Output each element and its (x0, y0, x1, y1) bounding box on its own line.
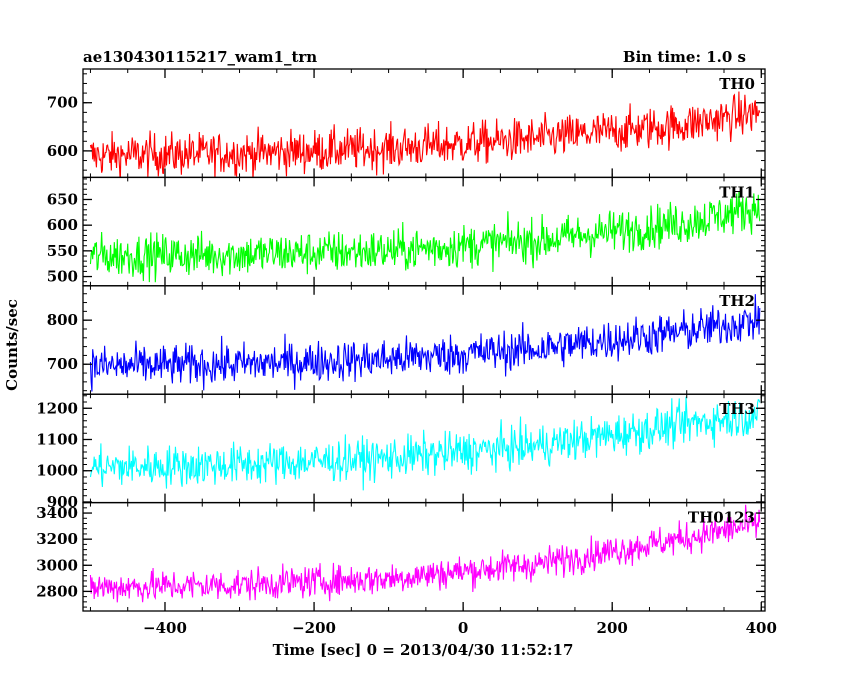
chart-title: ae130430115217_wam1_trn (83, 48, 317, 66)
y-axis-label: Counts/sec (3, 299, 21, 391)
y-tick-label: 700 (47, 94, 78, 112)
panel-label-th1: TH1 (719, 183, 755, 201)
y-tick-label: 700 (47, 355, 78, 373)
y-tick-label: 900 (47, 493, 78, 511)
panel-label-th0: TH0 (719, 75, 755, 93)
x-tick-label: −400 (143, 619, 187, 637)
x-tick-label: 200 (597, 619, 628, 637)
series-line-th0 (89, 91, 761, 178)
panel-frame-th3 (82, 393, 766, 504)
x-tick-label: 0 (458, 619, 468, 637)
panel-frame-th0 (82, 68, 766, 179)
series-line-th0123 (89, 504, 761, 603)
y-tick-label: 2800 (36, 582, 78, 600)
panel-label-th3: TH3 (719, 400, 755, 418)
y-tick-label: 1000 (36, 462, 78, 480)
panels-group: 600 700 TH0 500 550 600 650 TH1 700 800 TH2 900 1000… (36, 68, 777, 637)
y-tick-label: 550 (47, 242, 78, 260)
series-line-th1 (89, 191, 761, 283)
y-tick-label: 500 (47, 268, 78, 286)
y-tick-label: 600 (47, 142, 78, 160)
y-tick-label: 3400 (36, 504, 78, 522)
y-tick-label: 600 (47, 216, 78, 234)
series-line-th2 (89, 294, 761, 392)
y-tick-label: 650 (47, 190, 78, 208)
x-axis-label: Time [sec] 0 = 2013/04/30 11:52:17 (273, 641, 574, 659)
y-tick-label: 1100 (36, 430, 78, 448)
series-line-th3 (89, 396, 761, 491)
y-tick-label: 3200 (36, 530, 78, 548)
bin-time-label: Bin time: 1.0 s (623, 48, 746, 66)
x-tick-label: 400 (746, 619, 777, 637)
y-tick-label: 3000 (36, 556, 78, 574)
panel-label-th2: TH2 (719, 292, 755, 310)
x-tick-label: −200 (292, 619, 336, 637)
y-tick-label: 800 (47, 311, 78, 329)
panel-frame-th0123 (82, 501, 766, 612)
y-tick-label: 1200 (36, 399, 78, 417)
panel-label-th0123: TH0123 (688, 509, 755, 527)
